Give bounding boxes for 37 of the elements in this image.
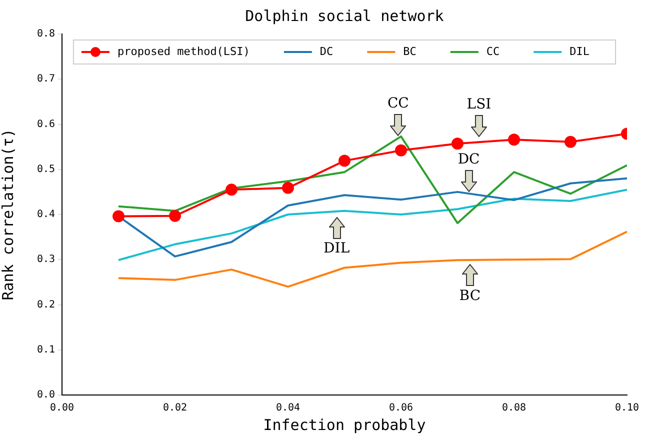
x-axis-title: Infection probably [263, 416, 426, 434]
point [395, 144, 407, 156]
annotation: CC [387, 96, 409, 112]
legend-label: proposed method(LSI) [117, 44, 250, 58]
y-tick-label: 0.7 [36, 74, 55, 85]
annotation: BC [459, 288, 481, 304]
annotation: LSI [466, 96, 492, 113]
point [338, 154, 350, 167]
x-tick-label: 0.10 [614, 402, 640, 414]
y-tick-label: 0.4 [36, 209, 55, 220]
y-tick-label: 0.6 [36, 118, 55, 130]
y-tick-label: 0.0 [36, 390, 55, 401]
point [508, 134, 520, 146]
point [226, 184, 238, 196]
y-tick-label: 0.1 [36, 344, 55, 356]
point [169, 210, 181, 222]
point [282, 182, 294, 194]
y-tick-label: 0.3 [36, 254, 55, 266]
y-axis-title: Rank correlation(τ) [0, 128, 17, 300]
x-tick-label: 0.06 [388, 402, 414, 414]
annotation: DC [458, 152, 480, 168]
point [452, 138, 464, 150]
annotation: DIL [324, 240, 350, 256]
y-tick-label: 0.8 [36, 28, 55, 40]
y-tick-label: 0.5 [36, 164, 55, 175]
x-tick-label: 0.00 [50, 402, 74, 414]
legend-label: DC [320, 44, 334, 58]
chart-title: Dolphin social network [245, 6, 444, 25]
legend-label: BC [403, 44, 416, 58]
legend-label: DIL [570, 44, 590, 58]
x-tick-label: 0.08 [502, 402, 526, 414]
point [112, 210, 124, 222]
point [564, 136, 576, 148]
x-tick-label: 0.02 [162, 402, 188, 414]
y-tick-label: 0.2 [36, 299, 55, 310]
x-tick-label: 0.04 [276, 402, 300, 414]
legend-label: CC [486, 44, 500, 58]
